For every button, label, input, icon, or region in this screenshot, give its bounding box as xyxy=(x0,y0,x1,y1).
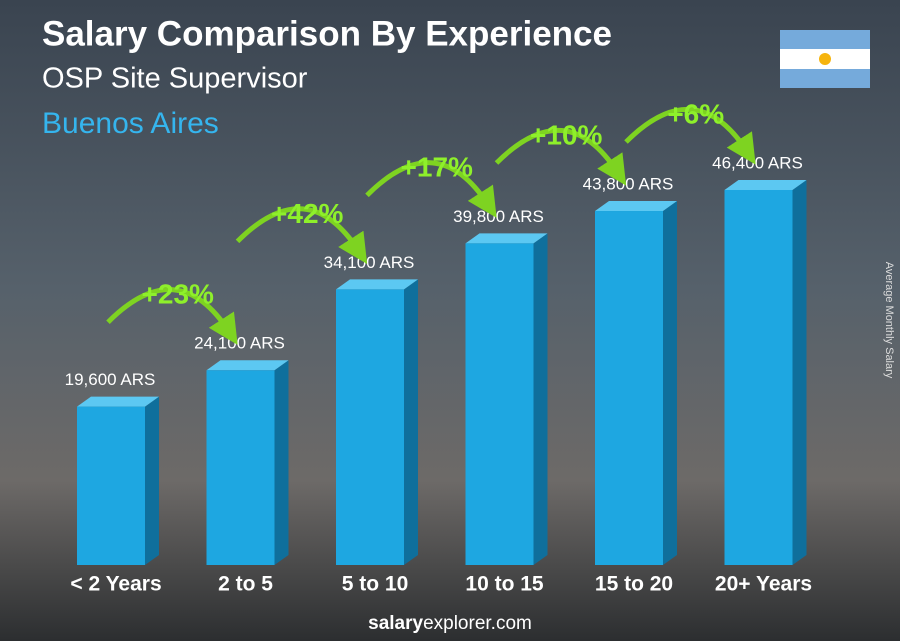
chart-title: Salary Comparison By Experience xyxy=(42,14,612,53)
bar-side xyxy=(404,279,418,565)
bar xyxy=(465,243,534,565)
value-label: 39,800 ARS xyxy=(453,207,544,226)
bar-top xyxy=(465,233,548,244)
bar xyxy=(206,370,275,565)
x-tick-label: 5 to 10 xyxy=(342,573,409,596)
x-tick-label: 15 to 20 xyxy=(595,573,673,596)
value-label: 46,400 ARS xyxy=(712,153,803,172)
bar-side xyxy=(274,360,289,565)
x-tick-label: 2 to 5 xyxy=(218,573,273,596)
bar xyxy=(724,190,793,565)
change-arrow xyxy=(365,160,497,218)
value-label: 34,100 ARS xyxy=(324,253,415,272)
change-label: +42% xyxy=(271,198,343,229)
bar-side xyxy=(145,396,159,565)
value-label: 19,600 ARS xyxy=(65,370,156,389)
x-tick-label: 10 to 15 xyxy=(465,573,544,596)
change-label: +17% xyxy=(401,152,473,183)
x-tick-label: < 2 Years xyxy=(70,573,161,596)
change-label: +10% xyxy=(530,119,602,150)
x-tick-label: 20+ Years xyxy=(715,573,812,596)
bar-top xyxy=(206,360,289,371)
bar-top xyxy=(77,396,159,407)
change-arrow xyxy=(106,287,238,345)
value-label: 43,800 ARS xyxy=(583,174,674,193)
bar xyxy=(336,289,404,565)
bar-top xyxy=(724,180,807,190)
y-axis-label: Average Monthly Salary xyxy=(883,262,895,379)
bar-side xyxy=(533,233,548,565)
change-arrow xyxy=(235,206,368,264)
flag xyxy=(780,30,870,88)
change-label: +6% xyxy=(667,98,724,129)
subtitle: OSP Site Supervisor xyxy=(42,63,308,95)
bar-side xyxy=(792,180,807,565)
bar xyxy=(77,406,145,565)
value-label: 24,100 ARS xyxy=(194,334,285,353)
bar-top xyxy=(336,279,418,290)
change-arrow xyxy=(624,107,756,165)
bar-top xyxy=(595,201,677,212)
location: Buenos Aires xyxy=(42,107,219,140)
bar xyxy=(595,211,663,565)
footer-bold: salary xyxy=(368,613,423,634)
footer: salaryexplorer.com xyxy=(368,613,532,634)
footer-rest: explorer.com xyxy=(423,613,532,634)
change-label: +23% xyxy=(142,279,214,310)
change-arrow xyxy=(494,128,627,186)
bar-side xyxy=(663,201,677,565)
